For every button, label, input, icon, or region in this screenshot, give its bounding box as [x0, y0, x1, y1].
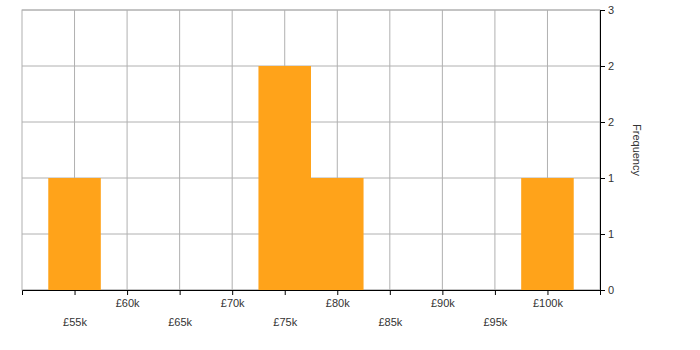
- y-axis: 0 1 1 2 2 3: [600, 4, 614, 296]
- x-tick-mark: [285, 290, 286, 295]
- x-tick-mark: [337, 290, 338, 295]
- histogram-bar: [48, 178, 101, 290]
- y-tick: 1: [600, 228, 614, 240]
- x-tick-label: £85k: [378, 316, 402, 328]
- y-tick-label: 0: [608, 284, 614, 296]
- y-axis-title: Frequency: [631, 124, 643, 176]
- bars: [48, 66, 573, 290]
- y-tick-label: 1: [608, 228, 614, 240]
- x-grid-line: [179, 10, 180, 290]
- x-tick: £55k: [63, 290, 87, 328]
- x-tick-label: £60k: [116, 297, 140, 309]
- y-tick: 1: [600, 172, 614, 184]
- y-tick: 2: [600, 60, 614, 72]
- x-tick: £65k: [168, 290, 192, 328]
- x-tick-label: £75k: [273, 316, 297, 328]
- x-tick-mark: [127, 290, 128, 295]
- y-tick-label: 2: [608, 116, 614, 128]
- y-tick-label: 1: [608, 172, 614, 184]
- x-grid-line: [232, 10, 233, 290]
- x-tick-label: £80k: [326, 297, 350, 309]
- x-tick: £75k: [273, 290, 297, 328]
- y-tick-label: 3: [608, 4, 614, 16]
- x-grid-line: [127, 10, 128, 290]
- x-tick-label: £70k: [221, 297, 245, 309]
- x-tick-mark: [232, 290, 233, 295]
- x-tick-mark: [75, 290, 76, 295]
- plot: £55k £60k £65k £70k £75k £80k £85k £90k £95k £100…: [22, 4, 614, 328]
- y-tick-mark: [600, 178, 605, 179]
- x-tick-label: £55k: [63, 316, 87, 328]
- x-tick-label: £95k: [483, 316, 507, 328]
- histogram-bar: [364, 290, 417, 291]
- y-tick-mark: [600, 290, 605, 291]
- x-tick: £85k: [378, 290, 402, 328]
- histogram-bar: [153, 290, 206, 291]
- x-tick: £90k: [431, 290, 455, 309]
- y-tick: 0: [600, 284, 614, 296]
- x-tick: £95k: [483, 290, 507, 328]
- x-tick-mark: [390, 290, 391, 295]
- histogram-bar: [311, 178, 364, 290]
- chart: £55k £60k £65k £70k £75k £80k £85k £90k £95k £100…: [0, 0, 700, 350]
- histogram-bar: [206, 290, 259, 291]
- x-tick-mark: [442, 290, 443, 295]
- x-tick-label: £65k: [168, 316, 192, 328]
- x-axis-line: [23, 291, 601, 296]
- y-tick-mark: [600, 66, 605, 67]
- x-axis: £55k £60k £65k £70k £75k £80k £85k £90k £95k £100…: [23, 290, 601, 328]
- y-tick: 2: [600, 116, 614, 128]
- x-tick-mark: [547, 290, 548, 295]
- y-axis-line: [601, 11, 606, 291]
- grid: [22, 10, 600, 290]
- x-tick: £100k: [533, 290, 563, 309]
- histogram-bar: [469, 290, 522, 291]
- y-tick-mark: [600, 122, 605, 123]
- histogram-bar: [416, 290, 469, 291]
- y-tick: 3: [600, 4, 614, 16]
- x-tick-mark: [180, 290, 181, 295]
- x-tick: £60k: [116, 290, 140, 309]
- plot-frame: [22, 10, 600, 290]
- y-tick-mark: [600, 10, 605, 11]
- histogram-bar: [101, 290, 154, 291]
- histogram-bar: [258, 66, 311, 290]
- x-tick-label: £100k: [533, 297, 563, 309]
- x-tick-label: £90k: [431, 297, 455, 309]
- x-grid-line: [442, 10, 443, 290]
- x-grid-line: [389, 10, 390, 290]
- y-tick-label: 2: [608, 60, 614, 72]
- x-grid-line: [494, 10, 495, 290]
- x-tick: £70k: [221, 290, 245, 309]
- x-tick: £80k: [326, 290, 350, 309]
- y-tick-mark: [600, 234, 605, 235]
- x-tick-mark: [495, 290, 496, 295]
- histogram-bar: [521, 178, 574, 290]
